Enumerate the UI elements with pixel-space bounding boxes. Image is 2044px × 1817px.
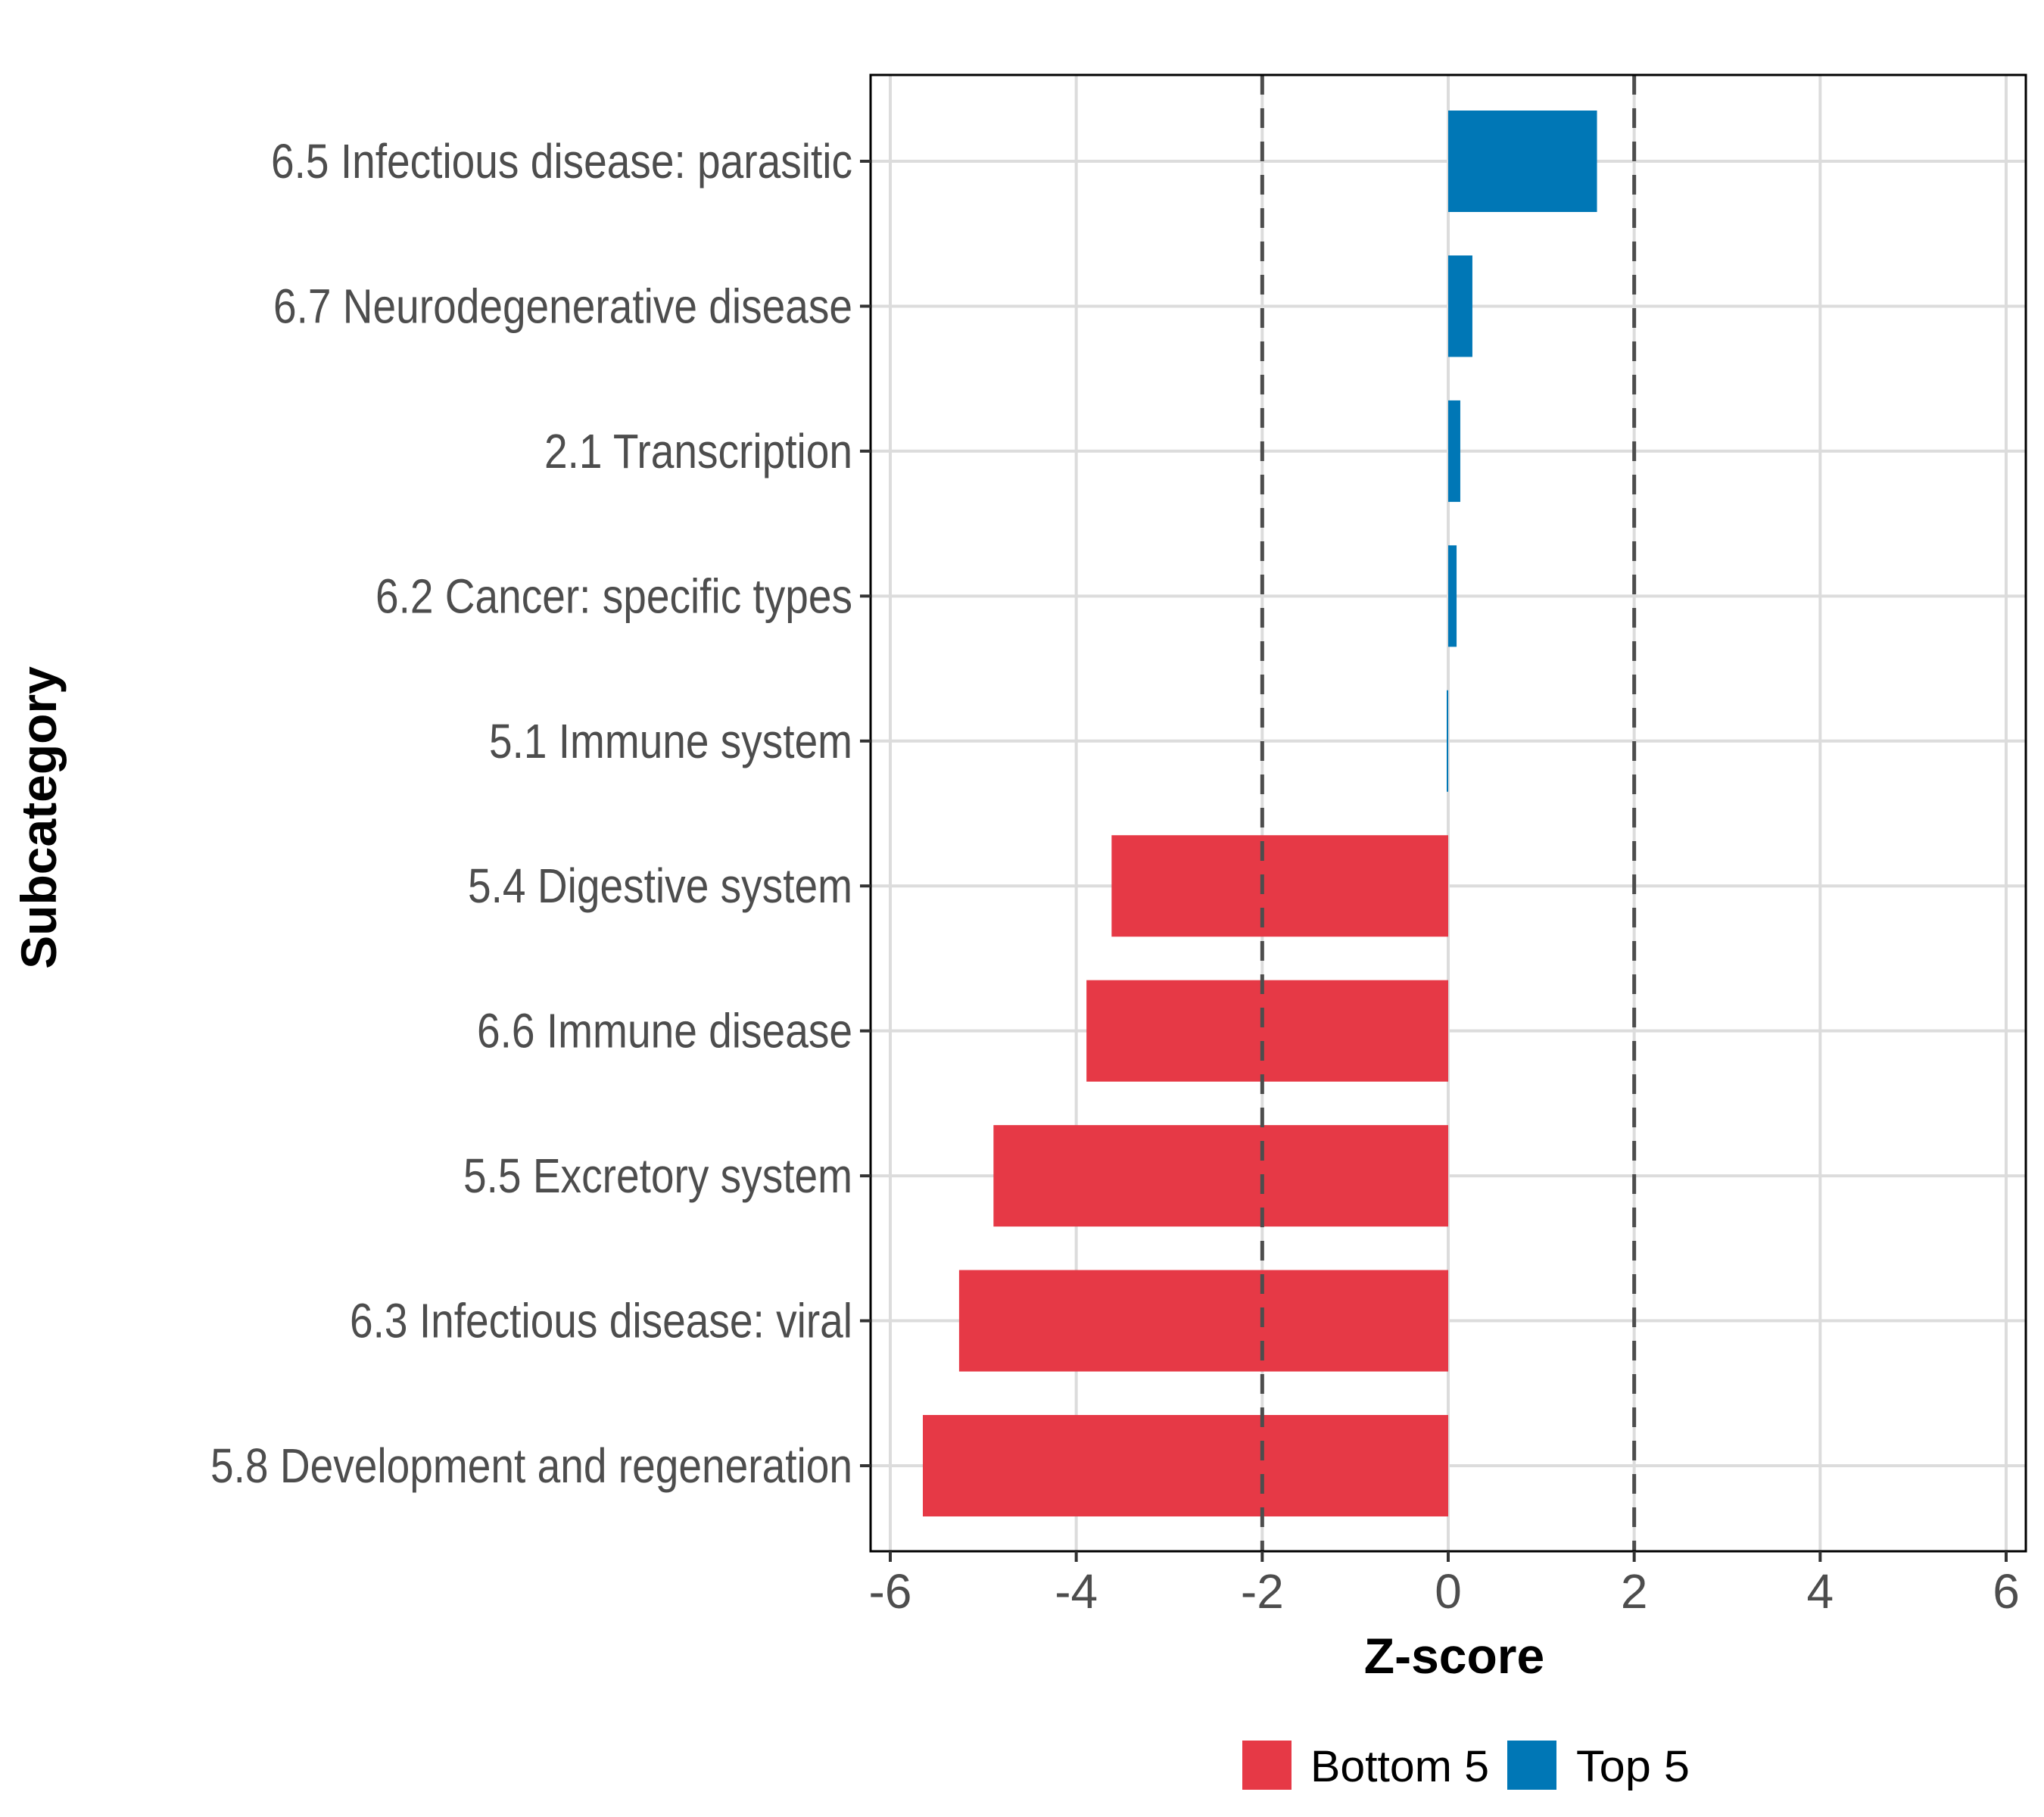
reference-lines (1260, 75, 1637, 1551)
y-tick-label-5-5-excretory-system: 5.5 Excretory system (463, 1148, 852, 1203)
x-tick-label: 2 (1621, 1564, 1648, 1619)
bar-5-8-development-and-regeneration (922, 1414, 1448, 1517)
x-axis-title: Z-score (1364, 1628, 1544, 1684)
bar-6-6-immune-disease (1086, 980, 1448, 1082)
y-axis: 6.5 Infectious disease: parasitic 6.7 Neu… (210, 134, 871, 1493)
legend-swatch-bottom-5 (1242, 1741, 1292, 1790)
legend-swatch-top-5 (1507, 1741, 1556, 1790)
bar-6-7-neurodegenerative-disease (1448, 255, 1472, 357)
x-tick-label: 6 (1993, 1564, 2020, 1619)
bar-2-1-transcription (1448, 400, 1460, 502)
legend-label-bottom-5: Bottom 5 (1310, 1742, 1489, 1791)
y-tick-label-6-5-infectious-disease-parasitic: 6.5 Infectious disease: parasitic (271, 134, 852, 189)
x-tick-label: -6 (869, 1564, 912, 1619)
x-tick-label: 0 (1435, 1564, 1462, 1619)
bar-6-5-infectious-disease-parasitic (1448, 110, 1597, 213)
y-axis-title: Subcategory (11, 666, 67, 969)
x-tick-label: 4 (1807, 1564, 1834, 1619)
y-tick-label-5-8-development-and-regeneration: 5.8 Development and regeneration (210, 1438, 852, 1493)
y-tick-label-2-1-transcription: 2.1 Transcription (544, 424, 852, 478)
y-tick-label-6-7-neurodegenerative-disease: 6.7 Neurodegenerative disease (273, 279, 852, 333)
bar-6-2-cancer-specific-types (1448, 545, 1457, 647)
x-tick-label: -4 (1055, 1564, 1098, 1619)
x-axis: -6 -4 -2 0 2 4 6 (869, 1551, 2020, 1619)
bar-5-1-immune-system (1447, 690, 1448, 792)
legend-label-top-5: Top 5 (1576, 1742, 1690, 1791)
y-tick-label-6-2-cancer-specific-types: 6.2 Cancer: specific types (375, 569, 852, 623)
bars (922, 110, 1597, 1517)
y-tick-label-6-6-immune-disease: 6.6 Immune disease (477, 1004, 852, 1058)
legend: Bottom 5 Top 5 (1242, 1741, 1690, 1791)
bar-5-5-excretory-system (993, 1125, 1448, 1227)
x-tick-label: -2 (1241, 1564, 1284, 1619)
bar-5-4-digestive-system (1111, 835, 1448, 937)
y-tick-label-5-4-digestive-system: 5.4 Digestive system (468, 859, 852, 913)
y-tick-label-5-1-immune-system: 5.1 Immune system (489, 714, 852, 768)
bar-6-3-infectious-disease-viral (958, 1270, 1448, 1372)
y-tick-label-6-3-infectious-disease-viral: 6.3 Infectious disease: viral (350, 1294, 852, 1348)
